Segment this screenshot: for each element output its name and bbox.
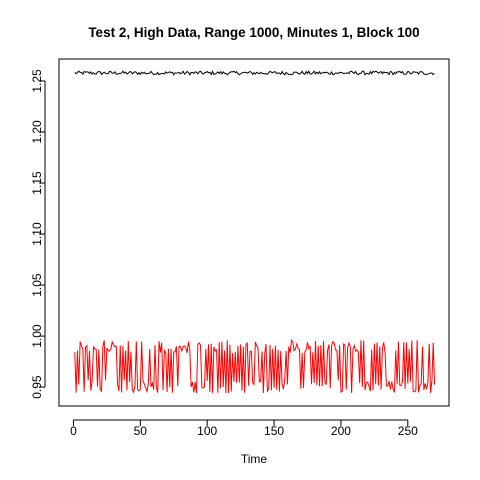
x-tick-label: 50 <box>134 424 148 438</box>
y-axis: 0.95 1.00 1.05 1.10 1.15 1.20 1.25 <box>30 69 46 399</box>
series-line-red <box>74 339 436 394</box>
y-tick-label: 1.05 <box>30 273 44 297</box>
x-axis: 0 50 100 150 200 250 <box>70 419 418 438</box>
chart-title: Test 2, High Data, Range 1000, Minutes 1… <box>88 25 419 40</box>
x-axis-label: Time <box>241 452 268 466</box>
y-tick-label: 1.25 <box>30 69 44 93</box>
x-tick-label: 250 <box>398 424 418 438</box>
x-tick-label: 150 <box>264 424 284 438</box>
plot-frame <box>58 58 450 407</box>
y-tick-label: 0.95 <box>30 375 44 399</box>
y-tick-label: 1.15 <box>30 171 44 195</box>
y-tick-label: 1.10 <box>30 222 44 246</box>
series-layer <box>74 70 436 394</box>
y-tick-label: 1.00 <box>30 324 44 348</box>
x-tick-label: 100 <box>197 424 217 438</box>
y-tick-label: 1.20 <box>30 120 44 144</box>
x-tick-label: 200 <box>331 424 351 438</box>
x-tick-label: 0 <box>70 424 77 438</box>
series-line-black <box>74 70 435 76</box>
